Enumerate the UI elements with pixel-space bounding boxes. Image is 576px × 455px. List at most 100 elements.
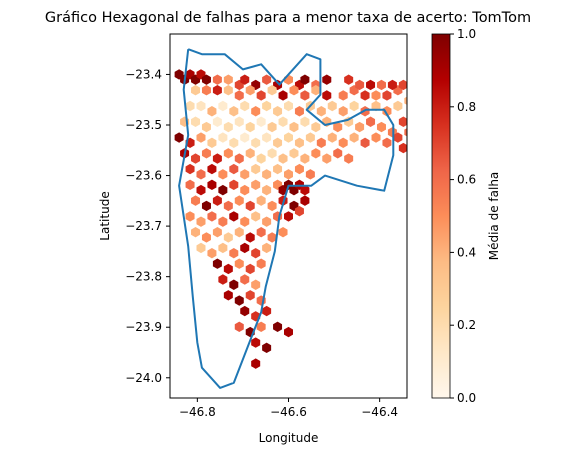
hex-cell: [355, 79, 365, 91]
hex-cell: [415, 132, 424, 142]
hex-cell: [229, 279, 239, 290]
hex-cell: [294, 106, 304, 117]
hex-cell: [262, 216, 272, 227]
hex-cell: [212, 116, 222, 127]
hex-cell: [349, 100, 359, 112]
hex-cell: [387, 79, 397, 91]
hex-cell: [201, 200, 211, 212]
hex-cell: [256, 90, 266, 101]
hex-cell: [300, 74, 310, 85]
hex-cell: [229, 179, 239, 191]
hex-cell: [234, 195, 244, 206]
y-axis: −23.4 −23.5 −23.6 −23.7 −23.8 −23.9 −24.0: [125, 67, 170, 385]
hex-cell: [223, 232, 233, 243]
hex-cell: [322, 90, 332, 101]
hex-cell: [240, 242, 250, 254]
hex-cell: [300, 90, 310, 101]
hex-cell: [234, 321, 244, 333]
hex-cell: [191, 195, 201, 206]
hex-cell: [207, 248, 217, 259]
hex-cell: [212, 195, 222, 206]
hex-cell: [344, 74, 354, 85]
hex-cell: [267, 85, 277, 96]
hex-cell: [273, 137, 283, 148]
hex-cell: [278, 226, 288, 238]
hex-cell: [212, 258, 222, 269]
hex-cell: [234, 258, 244, 269]
hex-cell: [338, 106, 348, 117]
hex-cell: [240, 274, 250, 285]
hex-cell: [393, 100, 403, 112]
hex-cell: [212, 226, 222, 238]
y-tick-label: −23.8: [125, 270, 162, 284]
hex-cell: [223, 148, 233, 159]
hex-cell: [251, 106, 261, 117]
hex-cell: [240, 184, 250, 196]
hex-cell: [185, 179, 195, 191]
y-tick-label: −23.6: [125, 169, 162, 183]
hex-cell: [284, 169, 293, 180]
hex-cell: [333, 148, 343, 159]
hex-cell: [207, 179, 217, 191]
hex-cell: [415, 106, 424, 116]
hex-cell: [289, 148, 299, 159]
hex-cell: [278, 153, 288, 164]
hex-cell: [376, 121, 386, 133]
x-tick-label: −46.6: [270, 405, 307, 419]
hex-cell: [371, 90, 381, 101]
hex-cell: [284, 132, 293, 143]
hex-cell: [376, 79, 386, 91]
x-tick-label: −46.4: [361, 405, 398, 419]
hex-cell: [245, 263, 255, 275]
hex-cell: [240, 305, 250, 317]
hex-cell: [256, 226, 266, 238]
hex-cell: [305, 169, 315, 180]
hex-cell: [207, 106, 217, 117]
hex-cell: [251, 248, 261, 259]
hex-cell: [262, 100, 272, 112]
hex-cell: [382, 106, 392, 117]
hex-cell: [223, 74, 233, 85]
hex-cell: [327, 132, 337, 143]
colorbar-tick-label: 0.0: [457, 391, 476, 405]
hex-cell: [338, 137, 348, 148]
hex-cell: [218, 274, 228, 285]
hex-cell: [278, 116, 288, 127]
hex-cell: [294, 137, 304, 148]
hex-cell: [245, 148, 255, 159]
hex-cell: [196, 100, 206, 112]
hex-cell: [240, 216, 250, 227]
hex-cell: [338, 90, 348, 101]
hex-cell: [245, 85, 255, 96]
hex-cell: [278, 90, 288, 101]
hexbin-layer: [174, 69, 424, 369]
hex-cell: [191, 85, 201, 96]
hex-cell: [371, 100, 381, 112]
hex-cell: [207, 163, 217, 175]
hex-cell: [382, 137, 392, 148]
hex-cell: [185, 163, 195, 175]
hex-cell: [223, 290, 233, 301]
hex-cell: [218, 216, 228, 227]
hex-cell: [311, 121, 321, 133]
hex-cell: [410, 111, 419, 121]
hex-cell: [311, 85, 321, 96]
hex-cell: [207, 137, 217, 148]
hex-cell: [201, 232, 211, 243]
hex-cell: [311, 148, 321, 159]
hex-cell: [251, 179, 261, 191]
hex-cell: [300, 153, 310, 164]
hex-cell: [404, 128, 407, 137]
hex-cell: [322, 153, 332, 164]
hex-cell: [251, 137, 261, 148]
hex-cell: [256, 153, 266, 164]
hex-cell: [344, 153, 354, 164]
hex-cell: [223, 121, 233, 133]
hex-cell: [300, 184, 310, 196]
colorbar-tick-label: 0.2: [457, 318, 476, 332]
hex-cell: [223, 200, 233, 212]
hex-cell: [273, 106, 283, 117]
hex-cell: [234, 226, 244, 238]
hex-cell: [305, 132, 315, 143]
hex-cell: [229, 248, 239, 259]
